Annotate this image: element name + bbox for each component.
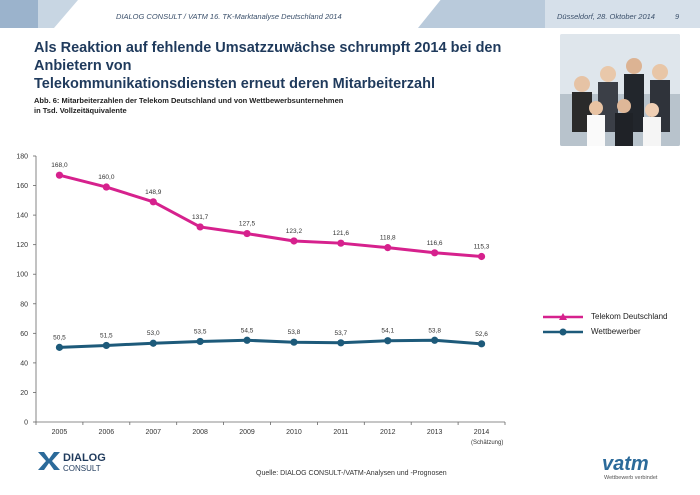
data-label-0: 148,9 [145, 189, 162, 196]
vatm-logo-text: vatm [602, 453, 649, 475]
legend-marker-wettbewerber [543, 328, 583, 335]
data-label-1: 52,6 [475, 331, 488, 338]
line-chart: 0 20 40 60 80 100 120 140 160 180 2005 2006 2007 2008… [16, 154, 506, 436]
data-point-0 [149, 198, 157, 206]
team-photo-illustration [560, 34, 680, 146]
y-tick-label: 120 [16, 242, 28, 249]
data-label-1: 53,5 [194, 328, 207, 335]
y-tick-label: 0 [24, 420, 28, 427]
chart-subtitle: Abb. 6: Mitarbeiterzahlen der Telekom De… [34, 96, 343, 116]
data-point-1 [149, 339, 157, 347]
vatm-logo-sub: Wettbewerb verbindet [604, 475, 658, 481]
data-point-1 [243, 336, 251, 344]
data-point-0 [55, 171, 64, 179]
x-tick-label: 2010 [286, 429, 302, 436]
page-number: 9 [675, 12, 680, 21]
header-band-right-light [545, 0, 700, 28]
data-point-0 [384, 244, 392, 252]
legend-item-telekom: Telekom Deutschland [543, 309, 667, 324]
data-label-0: 131,7 [192, 214, 209, 221]
y-tick-label: 160 [16, 183, 28, 190]
series-line-1 [59, 338, 482, 349]
data-point-1 [102, 341, 110, 350]
data-point-1 [196, 337, 204, 346]
data-point-1 [384, 337, 392, 345]
data-label-1: 53,8 [288, 329, 301, 336]
page-title: Als Reaktion auf fehlende Umsatzzuwächse… [34, 39, 554, 93]
vatm-logo: vatm Wettbewerb verbindet [600, 452, 680, 482]
chart-legend: Telekom Deutschland Wettbewerber [543, 309, 667, 339]
y-tick-label: 140 [16, 213, 28, 220]
data-point-1 [337, 339, 345, 347]
data-label-0: 168,0 [51, 162, 68, 169]
vatm-logo-mark: vatm Wettbewerb verbindet [602, 453, 658, 481]
data-label-0: 116,6 [427, 240, 443, 247]
data-point-0 [337, 239, 345, 247]
data-point-0 [102, 183, 110, 191]
chart-subtitle-line-2: in Tsd. Vollzeitäquivalente [34, 106, 127, 115]
dialog-consult-logo: DIALOG CONSULT [36, 448, 126, 474]
y-tick-label: 100 [16, 272, 28, 279]
header-accent-left-light [38, 0, 78, 28]
legend-label-telekom: Telekom Deutschland [591, 312, 668, 321]
estimate-note: (Schätzung) [471, 440, 504, 446]
x-tick-label: 2008 [192, 429, 208, 436]
chart-subtitle-line-1: Abb. 6: Mitarbeiterzahlen der Telekom De… [34, 96, 344, 105]
x-tick-label: 2012 [380, 429, 396, 436]
data-label-0: 115,3 [474, 243, 490, 250]
legend-item-wettbewerber: Wettbewerber [543, 324, 667, 339]
data-point-0 [290, 237, 298, 245]
data-label-1: 53,0 [147, 330, 160, 337]
data-point-1 [431, 336, 439, 344]
data-label-1: 50,5 [53, 334, 66, 341]
x-tick-label: 2009 [239, 429, 255, 436]
page-title-line-2: Telekommunikationsdiensten erneut deren … [34, 76, 435, 92]
y-tick-label: 60 [20, 331, 28, 338]
team-photo [560, 34, 680, 146]
y-tick-label: 180 [16, 154, 28, 161]
data-label-1: 51,5 [100, 332, 113, 339]
dialog-logo-text: DIALOG [63, 452, 106, 464]
data-point-0 [431, 249, 439, 257]
data-label-0: 118,8 [380, 235, 396, 242]
data-label-1: 54,1 [381, 328, 394, 335]
dialog-consult-logo-mark: DIALOG CONSULT [38, 452, 106, 473]
x-tick-label: 2011 [333, 429, 348, 436]
data-label-0: 121,6 [333, 230, 350, 237]
x-tick-label: 2006 [99, 429, 115, 436]
data-label-0: 127,5 [239, 221, 256, 228]
legend-marker-telekom [543, 312, 583, 320]
data-label-1: 54,5 [241, 327, 254, 334]
x-tick-label: 2007 [145, 429, 161, 436]
data-label-0: 123,2 [286, 228, 303, 235]
data-point-1 [55, 343, 64, 351]
y-tick-label: 80 [20, 301, 28, 308]
x-tick-label: 2005 [52, 429, 68, 436]
x-tick-label: 2014 [474, 429, 490, 436]
y-tick-label: 20 [20, 390, 28, 397]
series-line-0 [59, 173, 482, 258]
header-date: Düsseldorf, 28. Oktober 2014 [557, 12, 655, 21]
data-label-0: 160,0 [98, 174, 115, 181]
dialog-logo-sub: CONSULT [63, 464, 101, 473]
data-label-1: 53,8 [428, 327, 441, 334]
data-point-0 [243, 229, 251, 238]
data-point-0 [477, 252, 486, 261]
page-title-line-1: Als Reaktion auf fehlende Umsatzzuwächse… [34, 40, 502, 74]
data-point-1 [477, 340, 486, 348]
data-label-1: 53,7 [335, 330, 348, 337]
source-note: Quelle: DIALOG CONSULT-/VATM-Analysen un… [256, 470, 447, 477]
header-title: DIALOG CONSULT / VATM 16. TK-Marktanalys… [116, 12, 342, 21]
legend-label-wettbewerber: Wettbewerber [591, 327, 641, 336]
x-tick-label: 2013 [427, 429, 443, 436]
data-point-1 [290, 338, 298, 346]
y-tick-label: 40 [20, 360, 28, 367]
data-point-0 [196, 223, 204, 231]
